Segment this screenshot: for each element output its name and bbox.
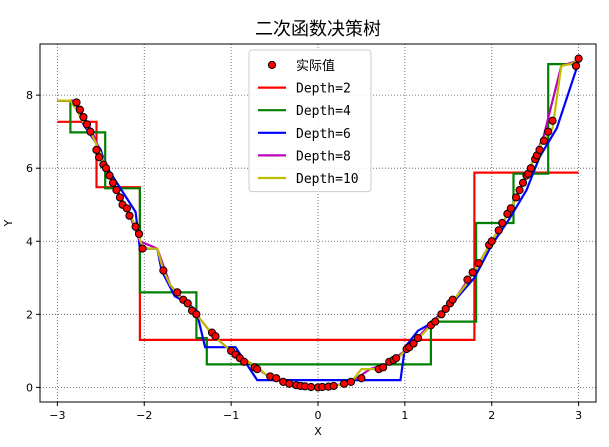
legend-label: Depth=10 bbox=[296, 172, 359, 187]
scatter-point bbox=[487, 237, 496, 246]
scatter-point bbox=[448, 295, 457, 304]
scatter-point bbox=[518, 178, 528, 187]
scatter-point bbox=[131, 222, 140, 231]
y-tick-label: 6 bbox=[26, 162, 33, 175]
legend-label: Depth=8 bbox=[296, 149, 351, 164]
x-tick-label: 3 bbox=[575, 409, 582, 422]
y-tick-label: 8 bbox=[26, 89, 33, 102]
axis-ticks: −3 −2 −1 0 1 2 3 0 2 4 6 8 bbox=[26, 89, 582, 422]
scatter-point bbox=[112, 186, 121, 195]
legend-label: Depth=2 bbox=[296, 82, 351, 97]
scatter-point bbox=[329, 381, 338, 391]
scatter-point bbox=[138, 244, 147, 253]
scatter-point bbox=[101, 164, 111, 173]
scatter-point bbox=[134, 229, 144, 239]
scatter-point bbox=[115, 193, 125, 202]
scatter-point bbox=[574, 54, 583, 63]
legend-label: 实际值 bbox=[296, 58, 335, 74]
scatter-point bbox=[494, 226, 503, 235]
scatter-point bbox=[192, 310, 201, 319]
scatter-point bbox=[272, 374, 281, 383]
scatter-point bbox=[463, 275, 472, 284]
x-tick-label: −2 bbox=[136, 409, 152, 422]
scatter-point bbox=[498, 218, 507, 228]
y-tick-label: 4 bbox=[26, 235, 33, 248]
scatter-points bbox=[72, 54, 583, 392]
x-axis-label: X bbox=[314, 425, 322, 438]
scatter-point bbox=[441, 304, 450, 313]
scatter-point bbox=[535, 145, 544, 155]
scatter-point bbox=[526, 164, 535, 173]
scatter-point bbox=[72, 98, 81, 107]
scatter-point bbox=[539, 136, 548, 145]
scatter-point bbox=[468, 268, 477, 277]
scatter-point bbox=[75, 105, 85, 114]
x-tick-label: −1 bbox=[223, 409, 239, 422]
scatter-point bbox=[253, 365, 262, 374]
scatter-point bbox=[92, 145, 101, 155]
chart-title: 二次函数决策树 bbox=[255, 19, 381, 40]
scatter-point bbox=[240, 357, 249, 366]
x-tick-label: 1 bbox=[401, 409, 408, 422]
scatter-point bbox=[437, 310, 446, 319]
y-axis-label: Y bbox=[2, 219, 15, 227]
scatter-point bbox=[409, 339, 418, 348]
scatter-point bbox=[183, 299, 192, 308]
scatter-point bbox=[571, 61, 581, 71]
scatter-point bbox=[82, 120, 92, 129]
scatter-point bbox=[122, 204, 131, 213]
scatter-point bbox=[94, 153, 104, 162]
scatter-point bbox=[379, 363, 388, 372]
scatter-point bbox=[173, 288, 182, 297]
scatter-point bbox=[544, 127, 553, 136]
scatter-point bbox=[357, 374, 366, 383]
scatter-point bbox=[285, 379, 294, 388]
legend-label: Depth=6 bbox=[296, 127, 351, 142]
scatter-point bbox=[306, 382, 316, 392]
x-tick-label: 0 bbox=[315, 409, 322, 422]
scatter-point bbox=[506, 204, 515, 213]
scatter-point bbox=[511, 193, 521, 202]
legend-marker bbox=[267, 60, 277, 70]
scatter-point bbox=[105, 171, 114, 180]
legend: 实际值 Depth=2 Depth=4 Depth=6 Depth=8 Depth=10 bbox=[248, 49, 372, 193]
scatter-point bbox=[515, 186, 524, 195]
scatter-point bbox=[125, 211, 134, 220]
y-tick-label: 0 bbox=[26, 381, 33, 394]
scatter-point bbox=[392, 354, 401, 363]
scatter-point bbox=[548, 116, 557, 125]
scatter-point bbox=[339, 379, 349, 388]
scatter-point bbox=[413, 333, 423, 343]
x-tick-label: −3 bbox=[49, 409, 65, 422]
x-tick-label: 2 bbox=[488, 409, 495, 422]
scatter-point bbox=[79, 112, 88, 122]
scatter-point bbox=[159, 266, 168, 275]
scatter-point bbox=[211, 332, 220, 341]
scatter-point bbox=[431, 317, 440, 326]
series-line-depth-4 bbox=[57, 62, 579, 366]
y-tick-label: 2 bbox=[26, 308, 33, 321]
legend-label: Depth=4 bbox=[296, 104, 351, 119]
scatter-point bbox=[474, 259, 483, 268]
scatter-point bbox=[86, 127, 95, 136]
scatter-point bbox=[346, 377, 356, 387]
scatter-point bbox=[108, 178, 118, 187]
